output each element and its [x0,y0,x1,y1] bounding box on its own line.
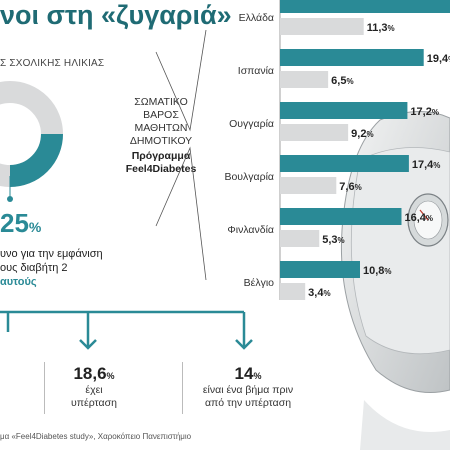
program-line-2: Feel4Diabetes [125,163,197,175]
stat-prehypertension-line-2: από την υπέρταση [204,397,292,409]
category-label: Ελλάδα [239,12,274,24]
bar-value-label: 10,8% [363,265,392,277]
stat-hypertension-unit: % [106,371,115,381]
category-label: Φινλανδία [227,224,274,236]
risk-line-3: αυτούς [0,276,37,288]
arrow-head-right [235,339,253,350]
bar-value-label: 9,2% [351,128,373,140]
bar-value-label: 6,5% [331,75,353,87]
divider-1 [44,362,45,414]
bar-teal [280,0,450,13]
arrows-diagram [0,310,253,350]
bar-value-label: 19,4% [427,53,450,65]
category-label: Βουλγαρία [224,171,274,183]
bar-teal [280,49,424,66]
bar-value-label: 5,3% [322,234,344,246]
bar-value-label: 17,4% [412,159,441,171]
middle-line-2: ΒΑΡΟΣ [143,109,179,121]
stat-prehypertension-line-1: είναι ένα βήμα πριν [202,384,294,396]
risk-line-2: ους διαβήτη 2 [0,262,68,274]
middle-text-block: ΣΩΜΑΤΙΚΟ ΒΑΡΟΣ ΜΑΘΗΤΩΝ ΔΗΜΟΤΙΚΟΥ Πρόγραμ… [112,96,210,176]
bar-gray [280,71,329,88]
bar-teal [280,155,409,172]
stat-prehypertension: 14% είναι ένα βήμα πριν από την υπέρταση [186,364,310,410]
arrow-head-left [79,339,97,350]
bracket-lines [155,30,207,281]
bar-gray [280,283,306,300]
bar-teal [280,102,408,119]
stat-prehypertension-value: 14 [234,364,254,383]
risk-line-1: υνο για την εμφάνιση [0,248,103,260]
risk-text: υνο για την εμφάνιση ους διαβήτη 2 αυτού… [0,247,103,289]
source-note: μα «Feel4Diabetes study», Χαροκόπειο Παν… [0,432,192,441]
scale-image [340,110,450,450]
bar-value-label: 7,6% [339,181,361,193]
bar-gray [280,18,364,35]
category-label: Ισπανία [238,65,274,77]
donut-chart [0,81,63,202]
bar-gray [280,124,349,141]
risk-percent: 25% [0,208,42,238]
category-label: Βέλγιο [244,277,275,289]
divider-2 [182,362,183,414]
stat-prehypertension-unit: % [253,371,262,381]
bar-gray [280,230,320,247]
middle-line-1: ΣΩΜΑΤΙΚΟ [134,96,188,108]
bar-value-label: 3,4% [308,287,330,299]
stat-hypertension-value: 18,6 [73,364,107,383]
stat-hypertension-line-2: υπέρταση [71,397,117,409]
bar-value-label: 17,2% [410,106,439,118]
bar-teal [280,208,402,225]
middle-line-3: ΜΑΘΗΤΩΝ [134,122,188,134]
donut-pointer-dot [7,196,13,202]
bar-value-label: 16,4% [404,212,433,224]
bar-chart: Ελλάδα25,2%11,3%Ισπανία19,4%6,5%Ουγγαρία… [224,0,450,300]
donut-subtitle: Σ ΣΧΟΛΙΚΗΣ ΗΛΙΚΙΑΣ [0,58,105,69]
page-title: νοι στη «ζυγαριά» [0,0,232,30]
bar-value-label: 11,3% [367,22,395,34]
middle-line-4: ΔΗΜΟΤΙΚΟΥ [129,135,193,147]
bar-gray [280,177,337,194]
stat-hypertension-line-1: έχει [85,384,103,396]
category-label: Ουγγαρία [229,118,274,130]
bar-teal [280,261,360,278]
program-line-1: Πρόγραμμα [131,150,191,162]
stat-hypertension: 18,6% έχει υπέρταση [44,364,144,410]
donut-teal-segment [9,133,63,187]
